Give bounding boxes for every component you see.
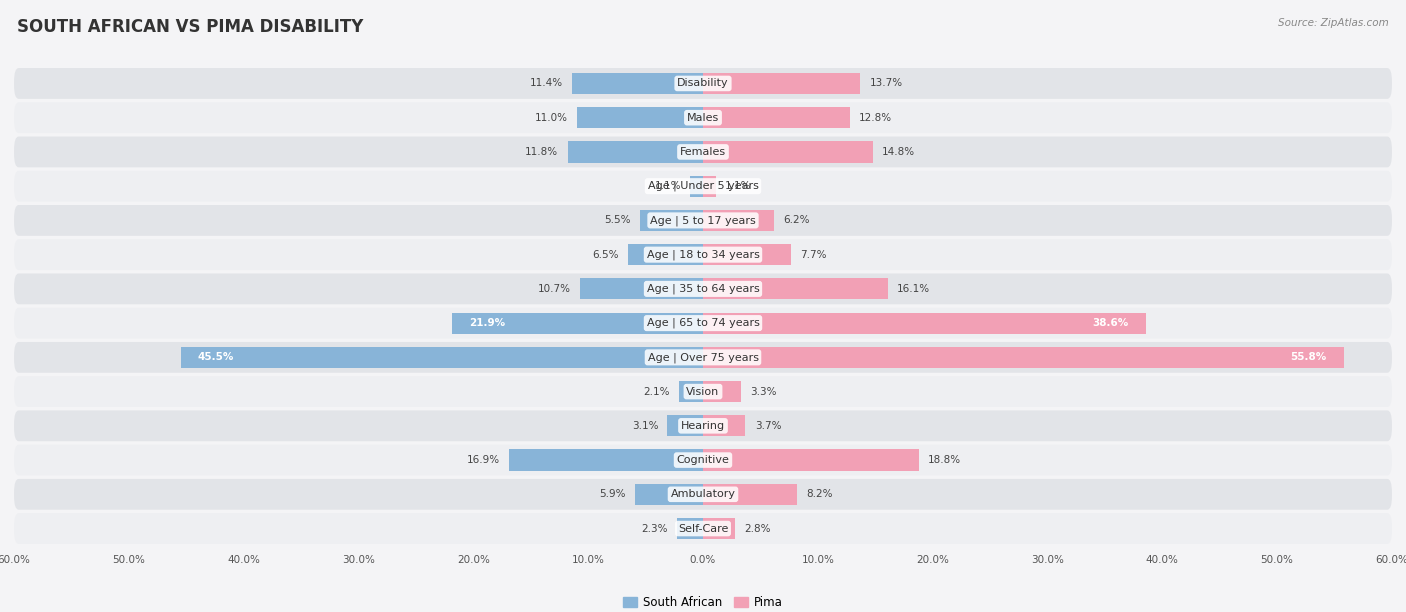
Bar	[703, 347, 1344, 368]
Text: 55.8%: 55.8%	[1291, 353, 1326, 362]
FancyBboxPatch shape	[14, 479, 1392, 510]
Bar	[581, 278, 703, 299]
Text: Hearing: Hearing	[681, 421, 725, 431]
Text: Females: Females	[681, 147, 725, 157]
FancyBboxPatch shape	[14, 136, 1392, 167]
Text: Ambulatory: Ambulatory	[671, 490, 735, 499]
Text: 5.9%: 5.9%	[599, 490, 626, 499]
Text: 5.5%: 5.5%	[605, 215, 631, 225]
Bar	[703, 415, 745, 436]
Text: 16.9%: 16.9%	[467, 455, 499, 465]
Text: 12.8%: 12.8%	[859, 113, 893, 122]
FancyBboxPatch shape	[14, 239, 1392, 270]
Text: Vision: Vision	[686, 387, 720, 397]
Text: 10.7%: 10.7%	[538, 284, 571, 294]
Text: 1.1%: 1.1%	[655, 181, 681, 191]
Bar	[703, 278, 887, 299]
Text: 18.8%: 18.8%	[928, 455, 962, 465]
Bar	[568, 141, 703, 163]
Bar	[703, 313, 1146, 334]
Bar	[703, 518, 735, 539]
Bar	[703, 141, 873, 163]
FancyBboxPatch shape	[14, 274, 1392, 304]
Text: 6.5%: 6.5%	[593, 250, 619, 259]
Bar	[180, 347, 703, 368]
Text: 14.8%: 14.8%	[882, 147, 915, 157]
Text: Age | 35 to 64 years: Age | 35 to 64 years	[647, 283, 759, 294]
FancyBboxPatch shape	[14, 376, 1392, 407]
Text: 8.2%: 8.2%	[807, 490, 832, 499]
Text: Source: ZipAtlas.com: Source: ZipAtlas.com	[1278, 18, 1389, 28]
FancyBboxPatch shape	[14, 445, 1392, 476]
Text: 2.1%: 2.1%	[643, 387, 669, 397]
Bar	[703, 381, 741, 402]
FancyBboxPatch shape	[14, 205, 1392, 236]
Text: SOUTH AFRICAN VS PIMA DISABILITY: SOUTH AFRICAN VS PIMA DISABILITY	[17, 18, 363, 36]
Text: 2.3%: 2.3%	[641, 523, 668, 534]
Text: Cognitive: Cognitive	[676, 455, 730, 465]
Legend: South African, Pima: South African, Pima	[619, 591, 787, 612]
Text: 11.4%: 11.4%	[530, 78, 562, 89]
Text: 45.5%: 45.5%	[198, 353, 235, 362]
Bar	[676, 518, 703, 539]
Text: 3.3%: 3.3%	[749, 387, 776, 397]
Bar	[703, 176, 716, 197]
Bar	[640, 210, 703, 231]
Text: 2.8%: 2.8%	[744, 523, 770, 534]
Bar	[509, 449, 703, 471]
FancyBboxPatch shape	[14, 171, 1392, 201]
Bar	[703, 244, 792, 265]
Bar	[703, 449, 920, 471]
Text: 3.1%: 3.1%	[631, 421, 658, 431]
Text: 38.6%: 38.6%	[1092, 318, 1129, 328]
Text: 13.7%: 13.7%	[869, 78, 903, 89]
Text: 3.7%: 3.7%	[755, 421, 782, 431]
Bar	[576, 107, 703, 129]
Bar	[703, 483, 797, 505]
Bar	[636, 483, 703, 505]
Text: 11.0%: 11.0%	[534, 113, 568, 122]
Text: Age | 5 to 17 years: Age | 5 to 17 years	[650, 215, 756, 226]
Bar	[703, 73, 860, 94]
Bar	[628, 244, 703, 265]
Text: 6.2%: 6.2%	[783, 215, 810, 225]
Bar	[451, 313, 703, 334]
Text: Age | 65 to 74 years: Age | 65 to 74 years	[647, 318, 759, 329]
Text: 11.8%: 11.8%	[526, 147, 558, 157]
Text: Age | Under 5 years: Age | Under 5 years	[648, 181, 758, 192]
Text: 21.9%: 21.9%	[468, 318, 505, 328]
Bar	[690, 176, 703, 197]
FancyBboxPatch shape	[14, 102, 1392, 133]
FancyBboxPatch shape	[14, 411, 1392, 441]
FancyBboxPatch shape	[14, 68, 1392, 99]
Bar	[572, 73, 703, 94]
Bar	[703, 107, 851, 129]
Bar	[668, 415, 703, 436]
Text: Self-Care: Self-Care	[678, 523, 728, 534]
Text: Age | Over 75 years: Age | Over 75 years	[648, 352, 758, 362]
Text: 1.1%: 1.1%	[725, 181, 751, 191]
FancyBboxPatch shape	[14, 342, 1392, 373]
Text: Disability: Disability	[678, 78, 728, 89]
Text: 16.1%: 16.1%	[897, 284, 931, 294]
Text: Males: Males	[688, 113, 718, 122]
Bar	[679, 381, 703, 402]
Bar	[703, 210, 775, 231]
Text: Age | 18 to 34 years: Age | 18 to 34 years	[647, 250, 759, 260]
FancyBboxPatch shape	[14, 513, 1392, 544]
FancyBboxPatch shape	[14, 308, 1392, 338]
Text: 7.7%: 7.7%	[800, 250, 827, 259]
